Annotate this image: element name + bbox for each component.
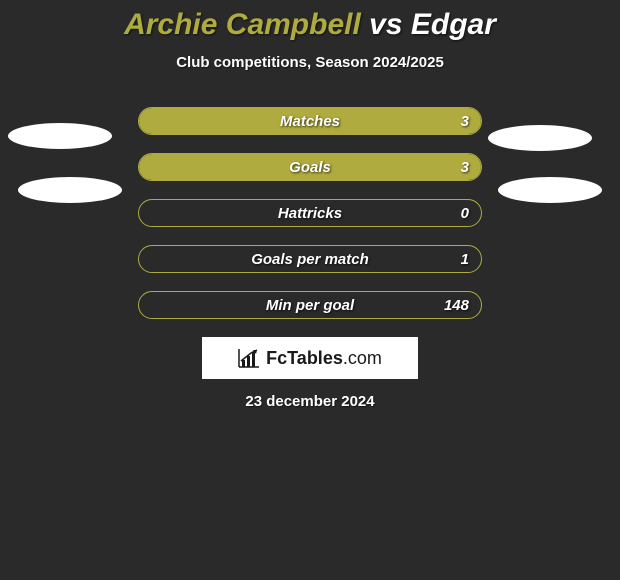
stats-area: Matches3Goals3Hattricks0Goals per match1… (0, 107, 620, 319)
comparison-widget: Archie Campbell vs Edgar Club competitio… (0, 0, 620, 410)
stat-row: Min per goal148 (138, 291, 482, 319)
logo-suffix: .com (343, 348, 382, 368)
stat-fill (139, 154, 481, 180)
stat-fill (139, 108, 481, 134)
side-ellipse (18, 177, 122, 203)
side-ellipse (488, 125, 592, 151)
subtitle: Club competitions, Season 2024/2025 (0, 54, 620, 71)
stat-label: Goals per match (139, 246, 481, 272)
stat-row: Hattricks0 (138, 199, 482, 227)
stat-value: 1 (461, 246, 469, 272)
stat-label: Min per goal (139, 292, 481, 318)
side-ellipse (498, 177, 602, 203)
side-ellipse (8, 123, 112, 149)
logo-box: FcTables.com (202, 337, 418, 379)
stat-row: Goals per match1 (138, 245, 482, 273)
vs-label: vs (369, 8, 402, 41)
stat-value: 148 (444, 292, 469, 318)
stat-label: Hattricks (139, 200, 481, 226)
player2-name: Edgar (411, 8, 496, 41)
stat-rows: Matches3Goals3Hattricks0Goals per match1… (138, 107, 482, 319)
stat-value: 0 (461, 200, 469, 226)
logo-brand: FcTables (266, 348, 343, 368)
stat-row: Goals3 (138, 153, 482, 181)
page-title: Archie Campbell vs Edgar (0, 8, 620, 42)
date-label: 23 december 2024 (0, 393, 620, 410)
logo-text: FcTables.com (266, 348, 382, 369)
stat-row: Matches3 (138, 107, 482, 135)
player1-name: Archie Campbell (124, 8, 361, 41)
chart-icon (238, 348, 260, 368)
